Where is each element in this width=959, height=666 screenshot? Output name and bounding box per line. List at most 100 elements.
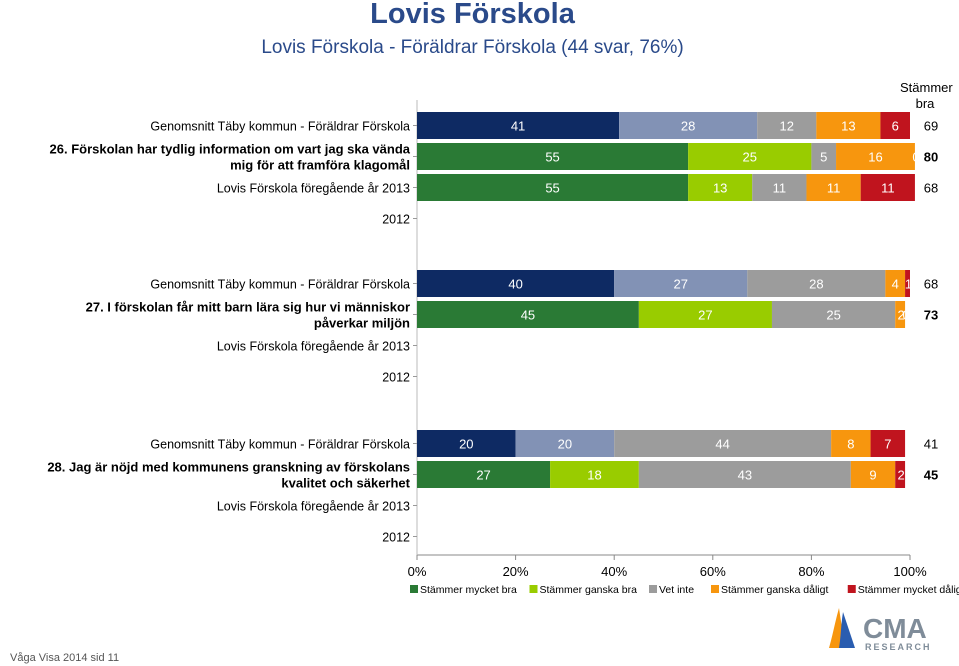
data-label: 13 [713,181,727,196]
legend-label: Stämmer ganska dåligt [721,584,828,596]
data-label: 11 [827,181,841,196]
legend-label: Stämmer ganska bra [540,584,638,596]
row-total: 45 [924,468,938,483]
data-label: 28 [681,119,695,134]
bar-segment [417,301,639,328]
bar-segment [638,461,851,488]
bar-segment [757,112,817,139]
bar-segment [816,112,881,139]
x-tick-label: 0% [408,564,427,579]
bar-segment [885,270,906,297]
logo-sail-icon-2 [839,612,855,648]
legend-swatch [649,585,657,593]
row-label: Lovis Förskola föregående år 2013 [217,182,410,196]
bar-segment [619,112,758,139]
data-label: 0 [912,150,919,165]
data-label: 11 [881,181,895,196]
data-label: 20 [459,437,473,452]
bar-segment [417,174,689,201]
data-label: 11 [773,181,787,196]
data-label: 0 [902,308,909,323]
row-label: Lovis Förskola föregående år 2013 [217,500,410,514]
row-total: 69 [924,119,938,134]
legend-label: Vet inte [659,584,694,596]
data-label: 27 [698,308,712,323]
data-label: 16 [868,150,882,165]
data-label: 40 [508,277,522,292]
bar-segment [811,143,837,170]
bar-segment [417,270,615,297]
data-label: 7 [884,437,891,452]
legend-swatch [847,585,856,593]
row-label: 2012 [382,531,410,545]
data-label: 25 [826,308,840,323]
data-label: 43 [738,468,752,483]
bar-segment [895,301,906,328]
legend-label: Stämmer mycket dåligt [858,584,959,596]
data-label: 28 [809,277,823,292]
bar-segment [417,112,620,139]
bar-segment [860,174,915,201]
legend-swatch [529,585,538,593]
bar-segment [895,461,906,488]
bar-segment [806,174,861,201]
row-total: 68 [924,277,938,292]
row-total: 68 [924,181,938,196]
logo-subtext: RESEARCH [865,642,932,652]
question-label: påverkar miljön [314,316,410,331]
bar-segment [614,430,832,457]
bar-segment [831,430,871,457]
data-label: 45 [521,308,535,323]
bar-segment [771,301,896,328]
data-label: 1 [905,277,912,292]
legend-label: Stämmer mycket bra [420,584,517,596]
data-label: 27 [476,468,490,483]
bar-segment [614,270,748,297]
bar-segment [905,270,910,297]
bar-segment [417,461,551,488]
x-tick-label: 100% [893,564,927,579]
row-label: Genomsnitt Täby kommun - Föräldrar Försk… [150,120,410,134]
bar-segment [417,143,689,170]
column-header-stammer-bra: Stämmer bra [900,80,953,111]
data-label: 12 [780,119,794,134]
row-total: 80 [924,150,938,165]
data-label: 25 [743,150,757,165]
data-label: 41 [511,119,525,134]
row-label: 2012 [382,371,410,385]
question-label: 26. Förskolan har tydlig information om … [50,142,411,157]
bar-segment [870,430,906,457]
bar-segment [417,430,516,457]
data-label: 2 [898,468,905,483]
question-label: kvalitet och säkerhet [281,476,410,491]
x-tick-label: 20% [503,564,529,579]
row-label: Genomsnitt Täby kommun - Föräldrar Försk… [150,438,410,452]
page-title: Lovis Förskola [370,0,575,30]
question-label: 28. Jag är nöjd med kommunens granskning… [47,460,410,475]
question-label: 27. I förskolan får mitt barn lära sig h… [86,300,410,315]
bar-segment [688,143,812,170]
row-label: 2012 [382,213,410,227]
logo-text: CMA [863,613,927,644]
row-total: 41 [924,437,938,452]
bar-segment [550,461,639,488]
question-label: mig för att framföra klagomål [230,158,410,173]
row-label: Lovis Förskola föregående år 2013 [217,340,410,354]
footer-text: Våga Visa 2014 sid 11 [10,652,120,664]
x-tick-label: 40% [601,564,627,579]
bar-segment [688,174,753,201]
cma-logo: CMA RESEARCH [829,608,932,652]
bar-segment [515,430,615,457]
data-label: 44 [715,437,729,452]
data-label: 5 [820,150,827,165]
x-tick-label: 60% [700,564,726,579]
legend-swatch [410,585,418,593]
data-label: 18 [587,468,601,483]
bar-segment [747,270,886,297]
bar-segment [880,112,910,139]
data-label: 55 [545,150,559,165]
bar-segment [752,174,807,201]
data-label: 6 [892,119,899,134]
row-total: 73 [924,308,938,323]
